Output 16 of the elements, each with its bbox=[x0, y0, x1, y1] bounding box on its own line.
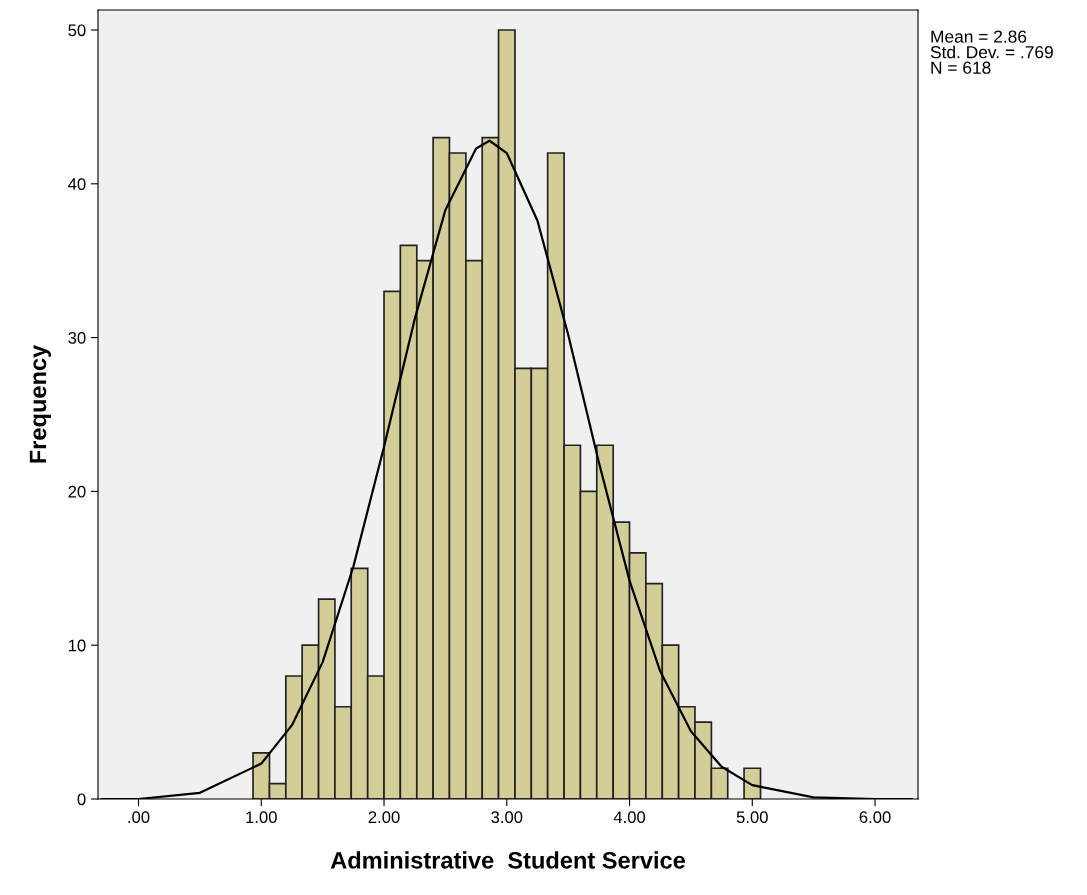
y-tick-label: 20 bbox=[68, 485, 86, 498]
x-tick-label: 6.00 bbox=[859, 811, 891, 824]
x-tick-label: 2.00 bbox=[368, 811, 400, 824]
x-tick-label: 4.00 bbox=[613, 811, 646, 824]
x-axis-title: Administrative Student Service bbox=[330, 851, 685, 869]
x-tick-label: 5.00 bbox=[736, 811, 768, 824]
y-tick-label: 50 bbox=[68, 24, 86, 37]
x-tick-label: 1.00 bbox=[246, 811, 277, 824]
text: Mean = 2.86 Std. Dev. = .769 N = 618 bbox=[930, 30, 1053, 74]
y-tick-label: 10 bbox=[68, 639, 86, 652]
y-tick-label: 40 bbox=[68, 178, 86, 190]
y-tick-label: 0 bbox=[77, 793, 86, 806]
x-tick-label: 3.00 bbox=[491, 811, 523, 824]
x-tick-label: .00 bbox=[128, 811, 150, 824]
y-tick-label: 30 bbox=[68, 332, 86, 344]
y-axis-title: Frequency bbox=[29, 344, 51, 463]
